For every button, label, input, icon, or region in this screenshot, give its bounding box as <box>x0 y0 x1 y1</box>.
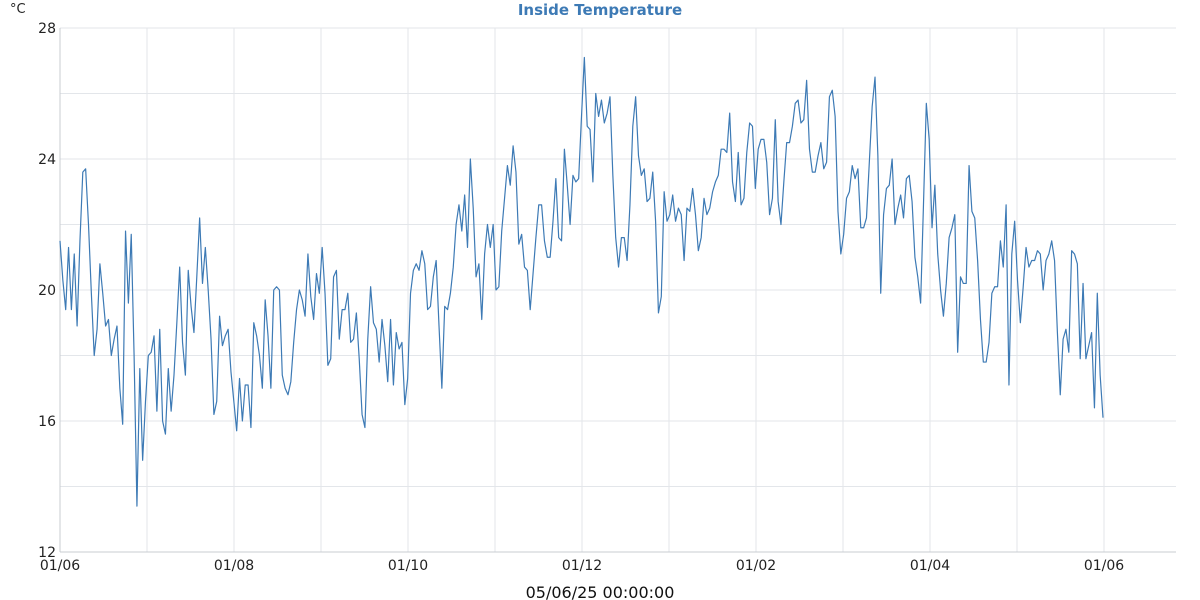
grid <box>60 27 1176 552</box>
x-tick-labels: 01/06 01/08 01/10 01/12 01/02 01/04 01/06 <box>40 558 1124 574</box>
x-tick-label: 01/06 <box>40 558 80 574</box>
x-tick-label: 01/10 <box>388 558 428 574</box>
y-tick-label: 12 <box>38 545 56 561</box>
y-tick-labels: 12 16 20 24 28 <box>38 21 56 561</box>
x-tick-label: 01/08 <box>214 558 254 574</box>
y-tick-label: 20 <box>38 283 56 299</box>
series-group <box>59 56 1104 507</box>
y-tick-label: 24 <box>38 152 56 168</box>
y-tick-label: 28 <box>38 21 56 37</box>
chart-title: Inside Temperature <box>518 1 682 19</box>
x-tick-label: 01/04 <box>910 558 950 574</box>
series-line-inside-temperature <box>59 56 1104 507</box>
x-tick-label: 01/06 <box>1084 558 1124 574</box>
axes <box>59 28 1176 553</box>
x-axis-label: 05/06/25 00:00:00 <box>526 583 675 600</box>
y-tick-label: 16 <box>38 414 56 430</box>
x-tick-label: 01/02 <box>736 558 776 574</box>
x-tick-label: 01/12 <box>562 558 602 574</box>
y-axis-unit: °C <box>10 2 26 17</box>
